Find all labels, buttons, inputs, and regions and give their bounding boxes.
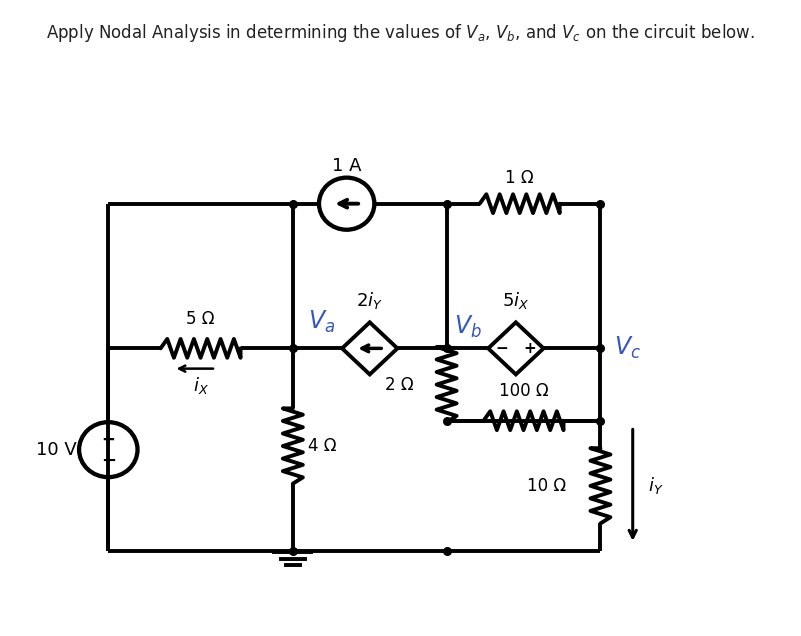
Text: 1 Ω: 1 Ω xyxy=(505,169,534,188)
Text: +: + xyxy=(524,341,537,356)
Text: Apply Nodal Analysis in determining the values of $V_a$, $V_b$, and $V_c$ on the: Apply Nodal Analysis in determining the … xyxy=(46,22,755,45)
Text: $2i_Y$: $2i_Y$ xyxy=(356,290,383,311)
Text: +: + xyxy=(102,431,115,448)
Text: 5 Ω: 5 Ω xyxy=(187,310,215,328)
Text: $5i_X$: $5i_X$ xyxy=(502,290,529,311)
Text: $V_b$: $V_b$ xyxy=(454,314,482,340)
Text: $i_X$: $i_X$ xyxy=(192,375,208,396)
Text: 100 Ω: 100 Ω xyxy=(499,382,549,401)
Text: 1 A: 1 A xyxy=(332,157,361,175)
Text: 4 Ω: 4 Ω xyxy=(308,437,336,455)
Text: 10 Ω: 10 Ω xyxy=(527,477,566,495)
Text: $i_Y$: $i_Y$ xyxy=(648,475,663,496)
Text: $V_c$: $V_c$ xyxy=(614,335,642,361)
Text: −: − xyxy=(495,341,508,356)
Text: −: − xyxy=(101,452,116,470)
Text: 2 Ω: 2 Ω xyxy=(385,375,414,394)
Text: 10 V: 10 V xyxy=(35,441,76,459)
Text: $V_a$: $V_a$ xyxy=(308,309,336,335)
